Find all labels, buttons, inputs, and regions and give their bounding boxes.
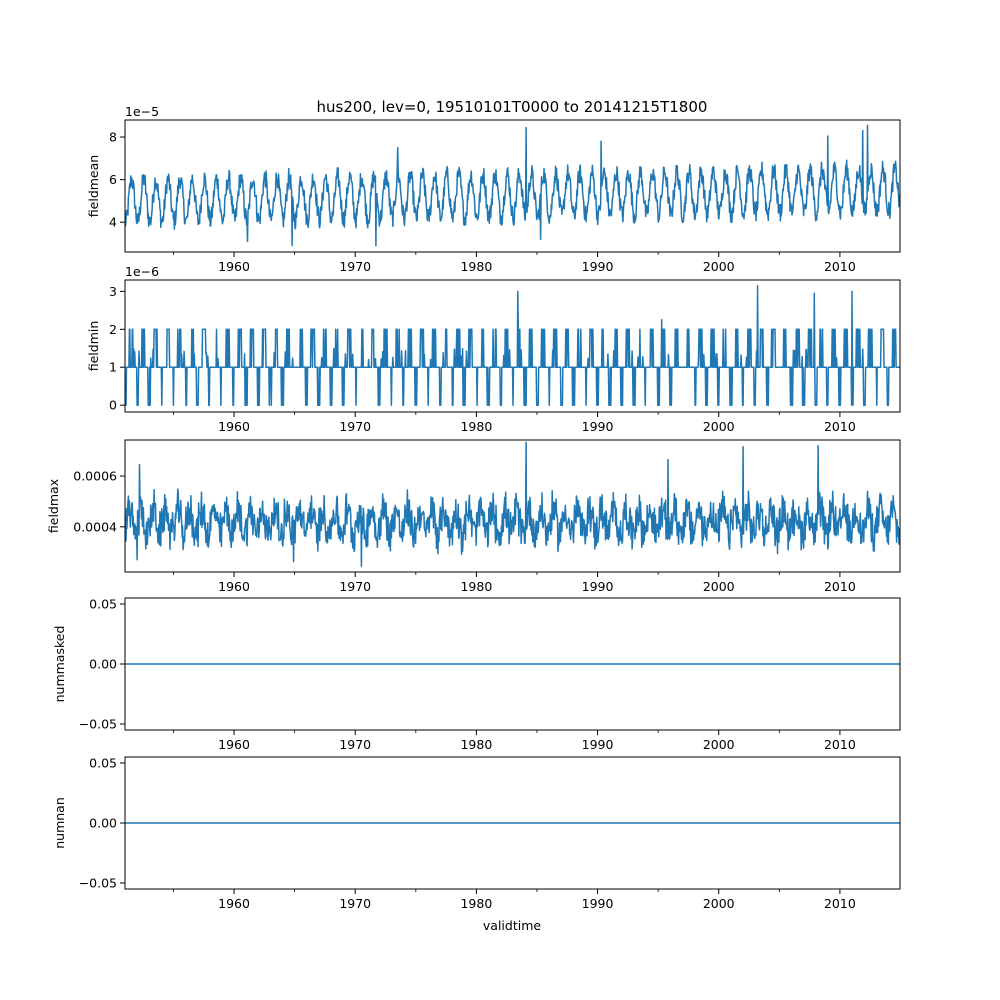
y-axis-label-nummasked: nummasked — [52, 626, 67, 703]
y-axis-label-numnan: numnan — [52, 797, 67, 849]
y-axis-label-fieldmax: fieldmax — [46, 479, 61, 533]
panel-fieldmean: 1960 1970 1980 1990 2000 2010 4 6 8 1e−5 fieldmean — [86, 104, 901, 274]
x-tick-label-numnan-1970: 1970 — [339, 896, 371, 911]
x-tick-label-nummasked-1960: 1960 — [218, 737, 250, 752]
x-tick-label-fieldmean-2010: 2010 — [824, 259, 856, 274]
y-tick-label-fieldmean-0: 4 — [109, 215, 117, 230]
x-tick-label-fieldmin-2010: 2010 — [824, 419, 856, 434]
x-tick-label-fieldmin-1960: 1960 — [218, 419, 250, 434]
y-tick-label-fieldmax-0: 0.0004 — [73, 519, 117, 534]
x-tick-label-fieldmax-1960: 1960 — [218, 579, 250, 594]
y-tick-label-numnan-1: 0.00 — [89, 816, 117, 831]
x-tick-label-numnan-1980: 1980 — [460, 896, 492, 911]
x-tick-label-fieldmean-1980: 1980 — [460, 259, 492, 274]
x-tick-label-nummasked-2000: 2000 — [703, 737, 735, 752]
panel-numnan: 1960 1970 1980 1990 2000 2010 −0.05 0.00 0.05 num… — [52, 756, 901, 911]
y-tick-label-nummasked-1: 0.00 — [89, 657, 117, 672]
x-tick-label-fieldmean-1970: 1970 — [339, 259, 371, 274]
chart-title: hus200, lev=0, 19510101T0000 to 20141215… — [317, 98, 708, 116]
y-tick-label-nummasked-0: −0.05 — [79, 717, 117, 732]
x-tick-label-nummasked-1990: 1990 — [582, 737, 614, 752]
x-axis-label: validtime — [483, 918, 541, 933]
panel-nummasked: 1960 1970 1980 1990 2000 2010 −0.05 0.00 0.05 num… — [52, 597, 901, 752]
panel-fieldmin: 1960 1970 1980 1990 2000 2010 0 1 2 3 1e−6 fieldmin — [86, 264, 901, 434]
y-tick-label-fieldmin-3: 3 — [109, 284, 117, 299]
axes-frame-fieldmax — [124, 439, 901, 573]
y-tick-label-fieldmin-0: 0 — [109, 398, 117, 413]
x-tick-label-numnan-1960: 1960 — [218, 896, 250, 911]
x-tick-label-fieldmean-1990: 1990 — [582, 259, 614, 274]
x-tick-label-fieldmax-1980: 1980 — [460, 579, 492, 594]
x-tick-label-fieldmin-1990: 1990 — [582, 419, 614, 434]
y-tick-label-fieldmean-2: 8 — [109, 130, 117, 145]
x-tick-label-nummasked-1970: 1970 — [339, 737, 371, 752]
y-tick-label-numnan-2: 0.05 — [89, 756, 117, 771]
x-tick-label-fieldmax-1990: 1990 — [582, 579, 614, 594]
y-tick-label-nummasked-2: 0.05 — [89, 597, 117, 612]
panel-fieldmax: 1960 1970 1980 1990 2000 2010 0.0004 0.0006 fiel… — [46, 439, 901, 594]
x-tick-label-nummasked-2010: 2010 — [824, 737, 856, 752]
series-line-fieldmin — [125, 284, 900, 406]
x-tick-label-fieldmean-2000: 2000 — [703, 259, 735, 274]
series-line-fieldmean — [125, 124, 900, 247]
x-tick-label-fieldmin-1980: 1980 — [460, 419, 492, 434]
y-axis-label-fieldmean: fieldmean — [86, 155, 101, 217]
x-tick-label-fieldmean-1960: 1960 — [218, 259, 250, 274]
y-offset-text-fieldmean: 1e−5 — [125, 104, 159, 119]
y-tick-label-fieldmin-1: 1 — [109, 360, 117, 375]
x-tick-label-fieldmax-2000: 2000 — [703, 579, 735, 594]
x-tick-label-numnan-1990: 1990 — [582, 896, 614, 911]
x-tick-label-fieldmax-1970: 1970 — [339, 579, 371, 594]
axes-frame-fieldmin — [124, 279, 901, 413]
y-axis-label-fieldmin: fieldmin — [86, 321, 101, 372]
x-tick-label-nummasked-1980: 1980 — [460, 737, 492, 752]
y-tick-label-fieldmean-1: 6 — [109, 172, 117, 187]
axes-frame-fieldmean — [124, 119, 901, 253]
x-tick-label-fieldmin-2000: 2000 — [703, 419, 735, 434]
series-line-fieldmax — [125, 441, 900, 567]
x-tick-label-fieldmax-2010: 2010 — [824, 579, 856, 594]
x-tick-label-fieldmin-1970: 1970 — [339, 419, 371, 434]
y-offset-text-fieldmin: 1e−6 — [125, 264, 159, 279]
y-tick-label-fieldmax-1: 0.0006 — [73, 469, 117, 484]
y-tick-label-fieldmin-2: 2 — [109, 322, 117, 337]
x-tick-label-numnan-2000: 2000 — [703, 896, 735, 911]
y-tick-label-numnan-0: −0.05 — [79, 876, 117, 891]
x-tick-label-numnan-2010: 2010 — [824, 896, 856, 911]
